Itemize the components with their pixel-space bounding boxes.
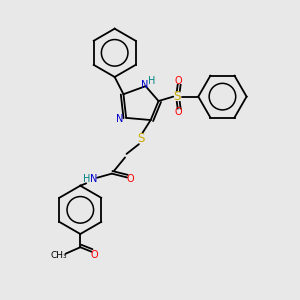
Text: O: O (126, 174, 134, 184)
Text: S: S (138, 132, 145, 145)
Text: H: H (148, 76, 156, 86)
Text: S: S (173, 90, 181, 103)
Text: N: N (116, 114, 123, 124)
Text: N: N (90, 174, 97, 184)
Text: O: O (175, 107, 182, 117)
Text: N: N (141, 80, 149, 90)
Text: O: O (91, 250, 98, 260)
Text: H: H (83, 174, 91, 184)
Text: O: O (175, 76, 182, 86)
Text: CH₃: CH₃ (50, 251, 67, 260)
